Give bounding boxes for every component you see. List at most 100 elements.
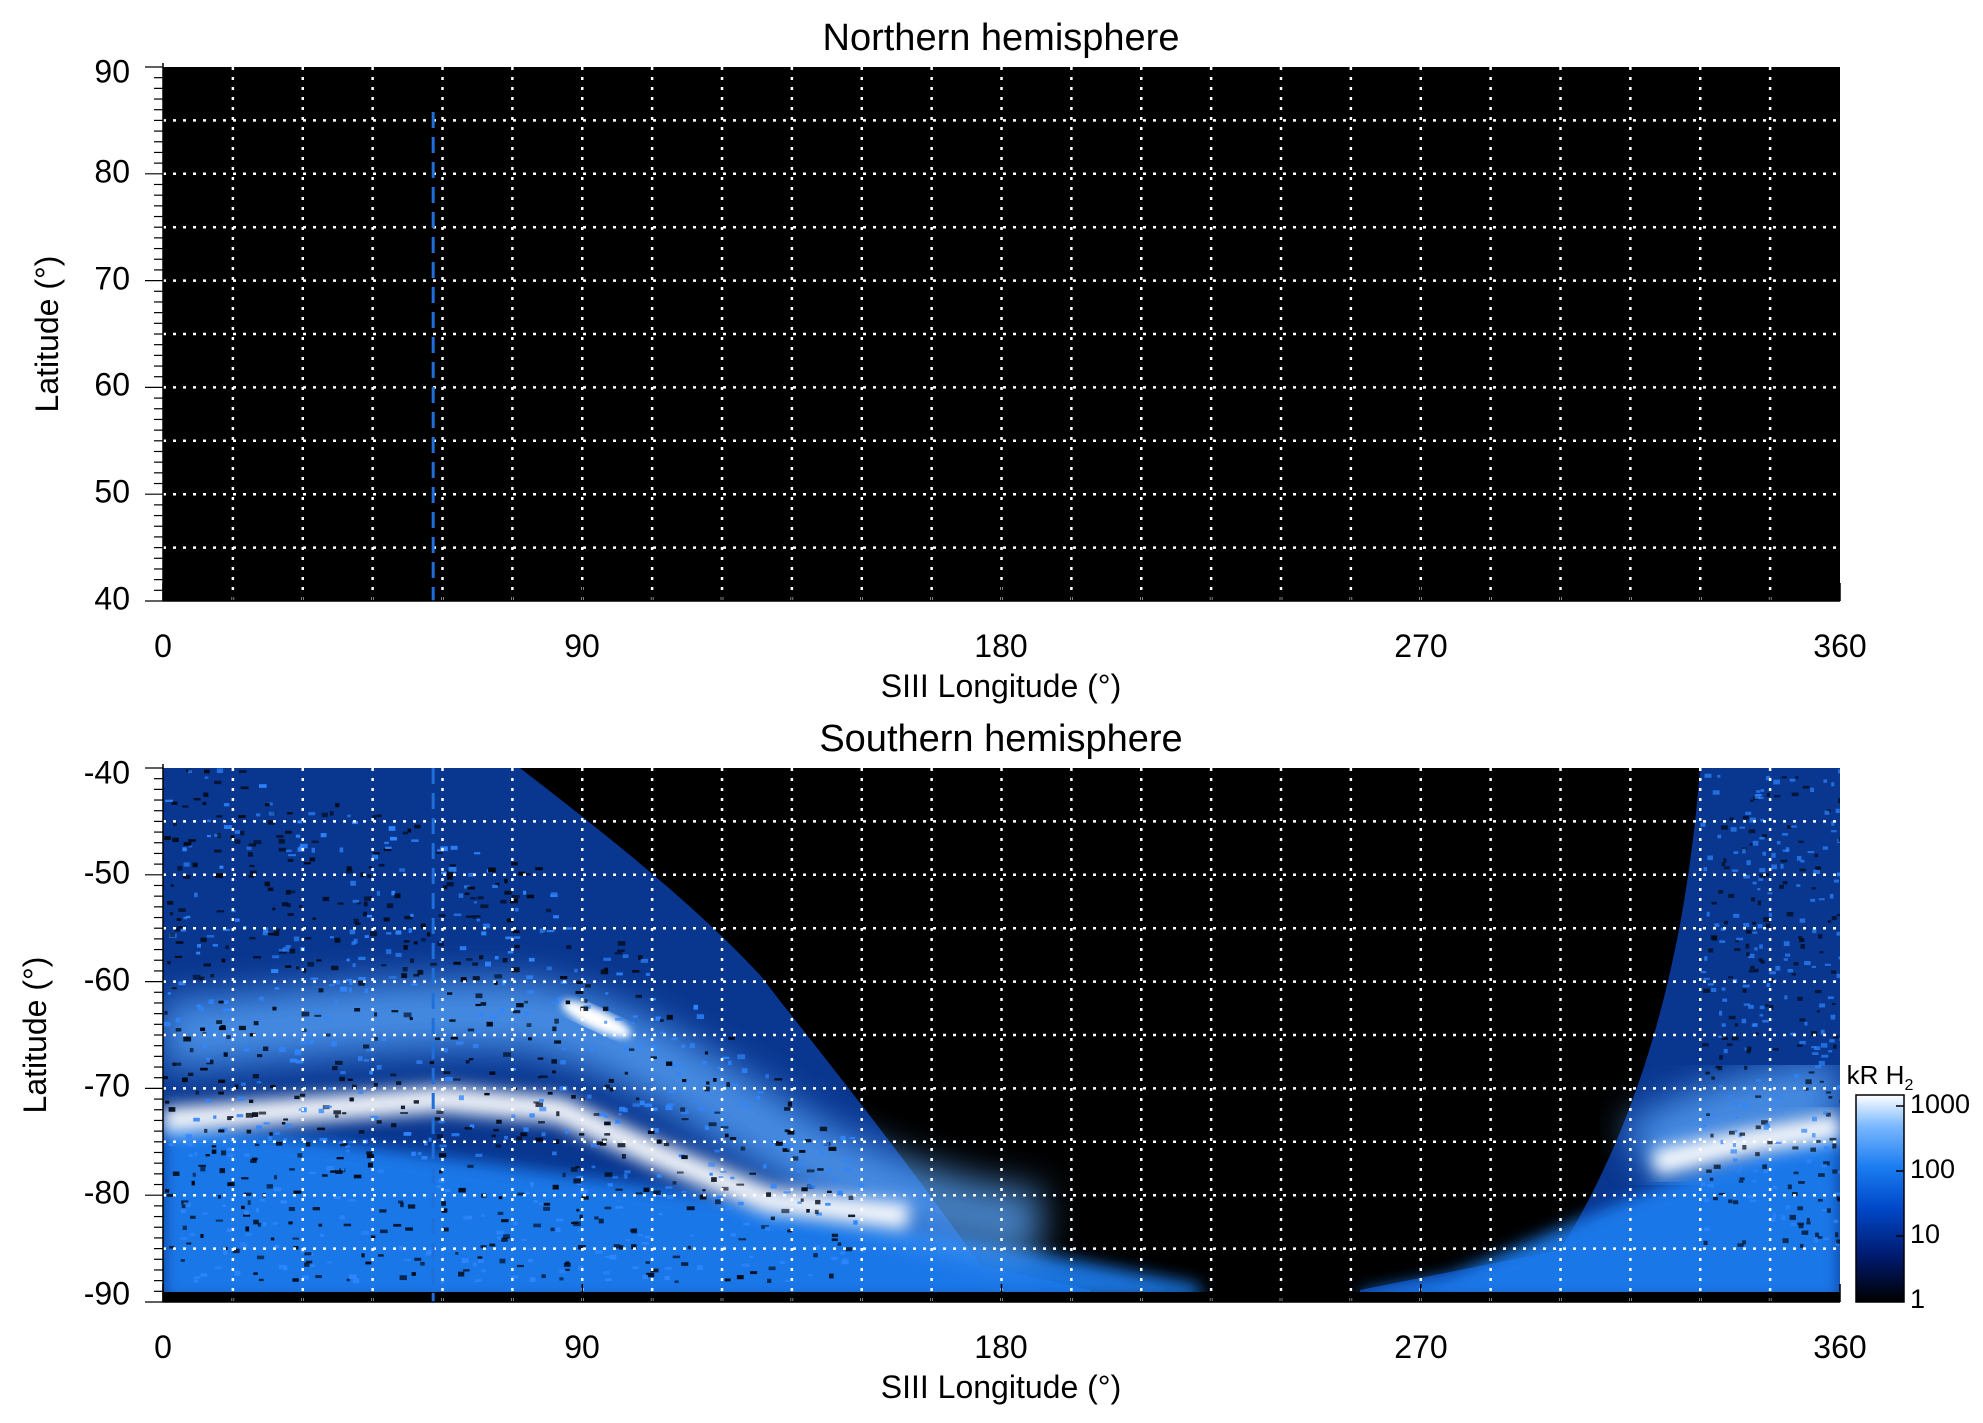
south-speckle-dot bbox=[1782, 833, 1789, 836]
south-speckle-dot bbox=[280, 1200, 287, 1204]
south-speckle-dot bbox=[248, 852, 253, 857]
south-speckle-dot bbox=[373, 1082, 378, 1087]
south-speckle-dot bbox=[1700, 1182, 1706, 1187]
south-speckle-dot bbox=[411, 839, 419, 842]
south-speckle-dot bbox=[845, 1247, 853, 1252]
south-speckle-dot bbox=[238, 815, 246, 819]
south-speckle-dot bbox=[398, 1200, 404, 1204]
south-speckle-dot bbox=[837, 1242, 842, 1246]
south-speckle-dot bbox=[646, 1272, 655, 1278]
south-xtick-label: 270 bbox=[1394, 1329, 1447, 1365]
south-speckle-dot bbox=[265, 802, 270, 807]
south-speckle-dot bbox=[335, 1114, 339, 1118]
south-speckle-dot bbox=[635, 994, 643, 998]
south-speckle-dot bbox=[413, 1100, 419, 1104]
south-speckle-dot bbox=[204, 769, 210, 774]
south-speckle-dot bbox=[378, 863, 385, 867]
south-speckle-dot bbox=[218, 1195, 222, 1199]
south-speckle-dot bbox=[274, 987, 280, 990]
south-speckle-dot bbox=[169, 933, 176, 938]
south-speckle-dot bbox=[1820, 1043, 1828, 1048]
south-speckle-dot bbox=[333, 980, 340, 985]
south-speckle-dot bbox=[704, 1125, 709, 1130]
south-speckle-dot bbox=[797, 1163, 805, 1166]
south-speckle-dot bbox=[307, 962, 314, 967]
south-xtick-label: 90 bbox=[564, 1329, 600, 1365]
south-speckle-dot bbox=[801, 1187, 808, 1192]
south-speckle-dot bbox=[720, 1126, 729, 1129]
south-speckle-dot bbox=[1703, 977, 1710, 980]
south-speckle-dot bbox=[450, 1036, 459, 1040]
south-speckle-dot bbox=[1839, 1099, 1840, 1104]
south-speckle-dot bbox=[608, 1078, 614, 1083]
south-speckle-dot bbox=[665, 1105, 673, 1110]
south-speckle-dot bbox=[376, 814, 382, 818]
south-speckle-dot bbox=[407, 828, 412, 833]
south-speckle-dot bbox=[270, 1085, 276, 1089]
south-speckle-dot bbox=[1742, 984, 1750, 988]
south-speckle-dot bbox=[353, 938, 358, 944]
south-speckle-dot bbox=[404, 1258, 411, 1262]
south-speckle-dot bbox=[615, 1206, 623, 1209]
south-speckle-dot bbox=[472, 976, 480, 981]
south-speckle-dot bbox=[183, 875, 191, 879]
south-speckle-dot bbox=[1718, 890, 1724, 894]
south-speckle-dot bbox=[491, 1134, 496, 1138]
south-speckle-dot bbox=[492, 884, 498, 888]
south-speckle-dot bbox=[272, 907, 276, 911]
south-speckle-dot bbox=[524, 1000, 529, 1004]
south-speckle-dot bbox=[718, 1176, 724, 1179]
south-speckle-dot bbox=[728, 1036, 735, 1040]
south-speckle-dot bbox=[227, 1182, 235, 1187]
south-speckle-dot bbox=[340, 1071, 346, 1075]
south-speckle-dot bbox=[447, 874, 453, 880]
south-speckle-dot bbox=[1798, 1224, 1804, 1229]
south-speckle-dot bbox=[191, 1180, 195, 1186]
south-speckle-dot bbox=[354, 1008, 361, 1012]
south-speckle-dot bbox=[339, 1215, 345, 1220]
south-speckle-dot bbox=[234, 1084, 239, 1089]
south-speckle-dot bbox=[622, 954, 629, 958]
south-speckle-dot bbox=[692, 1100, 701, 1103]
south-speckle-dot bbox=[182, 1225, 187, 1230]
south-speckle-dot bbox=[351, 941, 356, 945]
south-speckle-dot bbox=[1823, 1111, 1828, 1115]
south-speckle-dot bbox=[315, 1009, 321, 1012]
south-speckle-dot bbox=[598, 1218, 604, 1224]
south-speckle-dot bbox=[672, 1063, 677, 1069]
south-speckle-dot bbox=[182, 1077, 188, 1083]
south-speckle-dot bbox=[430, 962, 437, 966]
south-speckle-dot bbox=[488, 867, 496, 873]
south-speckle-dot bbox=[330, 1170, 337, 1173]
south-speckle-dot bbox=[285, 830, 292, 834]
south-speckle-dot bbox=[1748, 1004, 1754, 1009]
south-speckle-dot bbox=[322, 896, 330, 902]
south-speckle-dot bbox=[693, 1004, 698, 1010]
south-speckle-dot bbox=[1756, 790, 1761, 793]
south-speckle-dot bbox=[1812, 928, 1817, 934]
south-speckle-dot bbox=[616, 972, 623, 976]
south-speckle-dot bbox=[338, 1141, 343, 1144]
south-speckle-dot bbox=[279, 1264, 287, 1270]
south-speckle-dot bbox=[539, 1202, 546, 1205]
south-speckle-dot bbox=[1773, 779, 1780, 785]
south-speckle-dot bbox=[1824, 810, 1830, 815]
south-speckle-dot bbox=[528, 1037, 532, 1041]
south-speckle-dot bbox=[681, 1155, 688, 1160]
south-speckle-dot bbox=[1775, 965, 1781, 971]
south-speckle-dot bbox=[1764, 1004, 1769, 1007]
south-speckle-dot bbox=[617, 1143, 626, 1148]
south-speckle-dot bbox=[506, 918, 514, 923]
south-speckle-dot bbox=[425, 1251, 431, 1256]
south-speckle-dot bbox=[848, 1214, 856, 1218]
south-speckle-dot bbox=[1782, 1238, 1789, 1244]
south-speckle-dot bbox=[1804, 1021, 1808, 1026]
south-speckle-dot bbox=[286, 849, 292, 853]
south-speckle-dot bbox=[467, 1164, 474, 1168]
south-speckle-dot bbox=[282, 947, 291, 952]
south-speckle-dot bbox=[603, 1271, 610, 1275]
south-speckle-dot bbox=[194, 892, 198, 898]
south-speckle-dot bbox=[603, 1006, 609, 1012]
south-speckle-dot bbox=[1817, 1198, 1823, 1202]
south-speckle-dot bbox=[335, 1170, 343, 1175]
